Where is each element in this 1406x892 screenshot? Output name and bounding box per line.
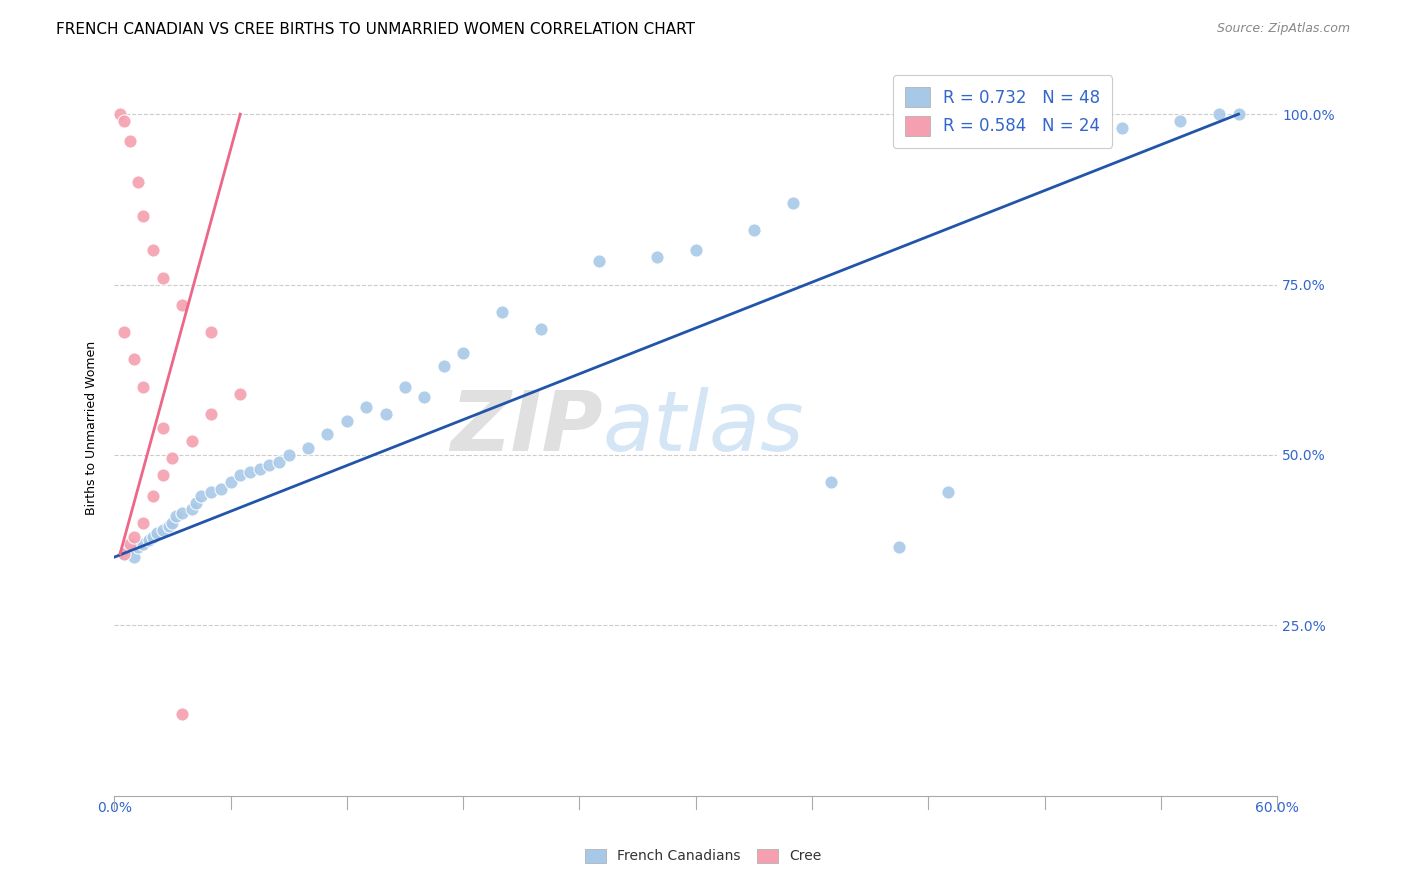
Point: [152, 523, 174, 537]
Point: [742, 223, 765, 237]
Point: [200, 325, 222, 339]
Text: atlas: atlas: [603, 387, 804, 468]
Legend: French Canadians, Cree: French Canadians, Cree: [579, 843, 827, 869]
Point: [1170, 114, 1192, 128]
Point: [132, 380, 155, 394]
Point: [112, 114, 135, 128]
Text: ZIP: ZIP: [450, 387, 603, 468]
Point: [249, 461, 271, 475]
Point: [118, 135, 141, 149]
Point: [184, 495, 207, 509]
Point: [645, 250, 668, 264]
Point: [336, 414, 359, 428]
Point: [451, 345, 474, 359]
Point: [588, 253, 610, 268]
Point: [180, 502, 202, 516]
Point: [108, 107, 131, 121]
Point: [132, 210, 155, 224]
Point: [162, 516, 184, 530]
Point: [259, 458, 281, 472]
Point: [180, 434, 202, 449]
Point: [239, 465, 262, 479]
Point: [219, 475, 242, 490]
Point: [200, 407, 222, 421]
Point: [200, 485, 222, 500]
Point: [820, 475, 842, 490]
Point: [491, 305, 513, 319]
Point: [122, 550, 145, 565]
Point: [277, 448, 299, 462]
Point: [142, 530, 165, 544]
Point: [190, 489, 212, 503]
Point: [132, 516, 155, 530]
Point: [229, 468, 252, 483]
Point: [229, 386, 252, 401]
Point: [1208, 107, 1230, 121]
Point: [316, 427, 339, 442]
Point: [172, 706, 194, 721]
Point: [782, 195, 804, 210]
Legend: R = 0.732   N = 48, R = 0.584   N = 24: R = 0.732 N = 48, R = 0.584 N = 24: [893, 75, 1112, 148]
Point: [122, 530, 145, 544]
Point: [413, 390, 436, 404]
Point: [152, 270, 174, 285]
Point: [142, 489, 165, 503]
Point: [146, 526, 169, 541]
Point: [394, 380, 416, 394]
Point: [132, 536, 155, 550]
Point: [685, 244, 707, 258]
Point: [112, 547, 135, 561]
Point: [118, 536, 141, 550]
Point: [112, 325, 135, 339]
Point: [297, 441, 319, 455]
Point: [117, 543, 139, 558]
Text: FRENCH CANADIAN VS CREE BIRTHS TO UNMARRIED WOMEN CORRELATION CHART: FRENCH CANADIAN VS CREE BIRTHS TO UNMARR…: [56, 22, 695, 37]
Point: [142, 244, 165, 258]
Text: Source: ZipAtlas.com: Source: ZipAtlas.com: [1216, 22, 1350, 36]
Point: [209, 482, 232, 496]
Point: [1111, 120, 1133, 135]
Point: [165, 509, 187, 524]
Point: [138, 533, 160, 548]
Point: [530, 322, 553, 336]
Point: [152, 420, 174, 434]
Point: [112, 547, 135, 561]
Point: [172, 506, 194, 520]
Point: [1227, 107, 1250, 121]
Point: [889, 540, 911, 554]
Y-axis label: Births to Unmarried Women: Births to Unmarried Women: [86, 341, 98, 515]
Point: [122, 352, 145, 367]
Point: [936, 485, 959, 500]
Point: [157, 519, 180, 533]
Point: [152, 468, 174, 483]
Point: [127, 175, 149, 189]
Point: [267, 455, 290, 469]
Point: [354, 401, 377, 415]
Point: [374, 407, 396, 421]
Point: [433, 359, 456, 374]
Point: [162, 451, 184, 466]
Point: [127, 540, 149, 554]
Point: [172, 298, 194, 312]
